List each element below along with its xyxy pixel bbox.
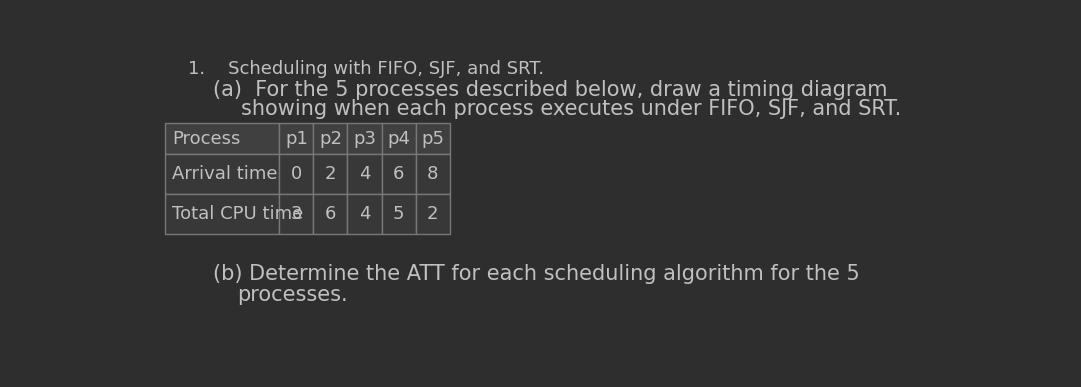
Text: 4: 4 — [359, 205, 371, 223]
Bar — [313, 154, 347, 194]
Text: processes.: processes. — [238, 285, 348, 305]
Text: 1.    Scheduling with FIFO, SJF, and SRT.: 1. Scheduling with FIFO, SJF, and SRT. — [188, 60, 544, 78]
Bar — [164, 154, 279, 194]
Text: 4: 4 — [359, 165, 371, 183]
Bar — [347, 154, 382, 194]
Text: p5: p5 — [422, 130, 444, 148]
Bar — [164, 123, 279, 154]
Bar — [382, 154, 416, 194]
Text: Arrival time: Arrival time — [172, 165, 278, 183]
Bar — [313, 123, 347, 154]
Bar — [164, 194, 279, 234]
Bar — [347, 194, 382, 234]
Text: Process: Process — [172, 130, 241, 148]
Text: p4: p4 — [387, 130, 410, 148]
Bar — [347, 123, 382, 154]
Bar — [416, 194, 450, 234]
Text: 0: 0 — [291, 165, 302, 183]
Text: p3: p3 — [353, 130, 376, 148]
Bar — [416, 123, 450, 154]
Text: (b) Determine the ATT for each scheduling algorithm for the 5: (b) Determine the ATT for each schedulin… — [213, 264, 859, 284]
Bar — [279, 123, 313, 154]
Bar — [382, 123, 416, 154]
Text: 2: 2 — [427, 205, 439, 223]
Bar — [382, 194, 416, 234]
Text: 8: 8 — [427, 165, 439, 183]
Bar — [279, 154, 313, 194]
Bar — [279, 194, 313, 234]
Text: 5: 5 — [392, 205, 404, 223]
Text: 3: 3 — [291, 205, 302, 223]
Text: 6: 6 — [324, 205, 336, 223]
Text: 6: 6 — [392, 165, 404, 183]
Text: showing when each process executes under FIFO, SJF, and SRT.: showing when each process executes under… — [241, 99, 900, 119]
Text: 2: 2 — [324, 165, 336, 183]
Text: p1: p1 — [285, 130, 308, 148]
Text: p2: p2 — [319, 130, 342, 148]
Text: (a)  For the 5 processes described below, draw a timing diagram: (a) For the 5 processes described below,… — [213, 80, 888, 99]
Bar — [416, 154, 450, 194]
Bar — [313, 194, 347, 234]
Text: Total CPU time: Total CPU time — [172, 205, 304, 223]
